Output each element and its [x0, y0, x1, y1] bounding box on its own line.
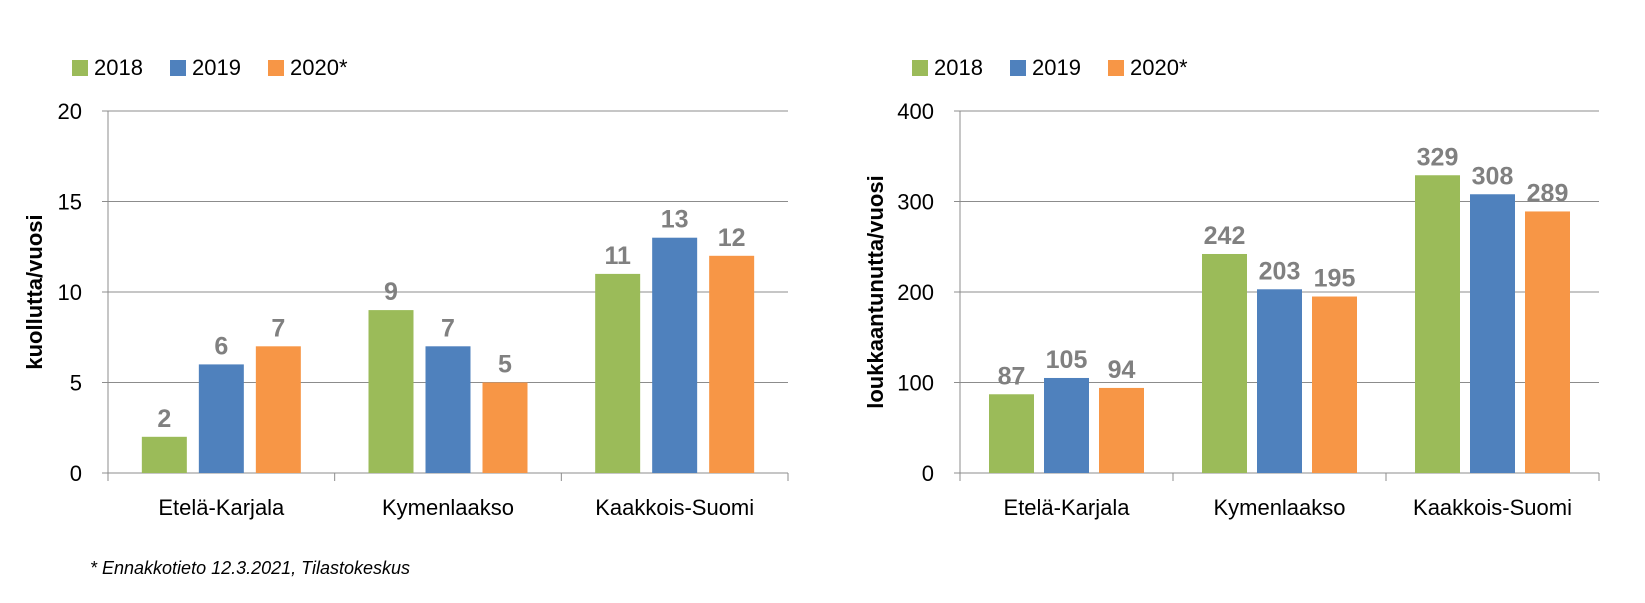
data-label: 9 — [384, 278, 398, 306]
footnote: * Ennakkotieto 12.3.2021, Tilastokeskus — [90, 558, 411, 578]
data-label: 7 — [441, 314, 455, 342]
chart-2: 0 100 200 300 400 loukkaantunutta/vuosi Etelä-… — [863, 55, 1600, 520]
x-tick-label: Etelä-Karjala — [158, 495, 285, 520]
legend-swatch — [912, 60, 928, 76]
bar — [1257, 289, 1302, 473]
data-label: 289 — [1527, 179, 1569, 207]
data-label: 105 — [1046, 346, 1088, 374]
data-label: 13 — [661, 206, 689, 234]
legend-entry: 2019 — [1032, 55, 1081, 80]
y-tick-label: 5 — [70, 371, 82, 396]
y-tick-label: 20 — [58, 99, 82, 124]
y-tick-label: 0 — [70, 461, 82, 486]
bar — [709, 255, 755, 473]
bar — [425, 346, 471, 473]
bar — [1525, 211, 1570, 473]
y-tick-label: 0 — [922, 461, 934, 486]
data-label: 242 — [1204, 222, 1246, 250]
y-tick-label: 100 — [897, 371, 934, 396]
y-tick-label: 15 — [58, 190, 82, 215]
legend-swatch — [170, 60, 186, 76]
x-tick-label: Kymenlaakso — [382, 495, 514, 520]
legend-entry: 2018 — [934, 55, 983, 80]
bar — [1470, 194, 1515, 473]
data-label: 195 — [1314, 265, 1356, 293]
y-axis-label: kuollutta/vuosi — [22, 214, 47, 369]
data-label: 6 — [214, 332, 228, 360]
x-tick-label: Kymenlaakso — [1213, 495, 1345, 520]
legend-entry: 2020* — [1130, 55, 1188, 80]
data-label: 329 — [1417, 143, 1459, 171]
legend-swatch — [268, 60, 284, 76]
data-label: 308 — [1472, 162, 1514, 190]
data-label: 203 — [1259, 257, 1301, 285]
bar — [198, 364, 244, 473]
bar — [482, 382, 528, 473]
bar — [595, 273, 641, 473]
x-tick-label: Etelä-Karjala — [1004, 495, 1131, 520]
bar — [368, 310, 414, 473]
y-tick-label: 200 — [897, 280, 934, 305]
legend-swatch — [1010, 60, 1026, 76]
legend-entry: 2018 — [94, 55, 143, 80]
chart-1: 0 5 10 15 20 kuollutta/vuosi Etelä-Karjala 2 6 7 K… — [22, 55, 789, 520]
bar — [141, 436, 187, 473]
legend-swatch — [72, 60, 88, 76]
bar — [255, 346, 301, 473]
legend-entry: 2020* — [290, 55, 348, 80]
y-tick-label: 10 — [58, 280, 82, 305]
x-tick-label: Kaakkois-Suomi — [595, 495, 754, 520]
data-label: 87 — [998, 362, 1026, 390]
legend-entry: 2019 — [192, 55, 241, 80]
data-label: 94 — [1108, 356, 1136, 384]
y-axis-label: loukkaantunutta/vuosi — [863, 175, 888, 408]
bar — [652, 237, 698, 473]
y-tick-label: 400 — [897, 99, 934, 124]
data-label: 11 — [604, 242, 631, 270]
bar — [1099, 387, 1144, 473]
legend-swatch — [1108, 60, 1124, 76]
bar — [1312, 296, 1357, 473]
bar — [1415, 175, 1460, 473]
bar — [1202, 253, 1247, 473]
data-label: 2 — [157, 405, 171, 433]
bar — [1044, 377, 1089, 473]
data-label: 12 — [718, 224, 746, 252]
y-tick-label: 300 — [897, 190, 934, 215]
data-label: 7 — [271, 314, 285, 342]
bar — [989, 394, 1034, 473]
data-label: 5 — [498, 351, 512, 379]
x-tick-label: Kaakkois-Suomi — [1413, 495, 1572, 520]
